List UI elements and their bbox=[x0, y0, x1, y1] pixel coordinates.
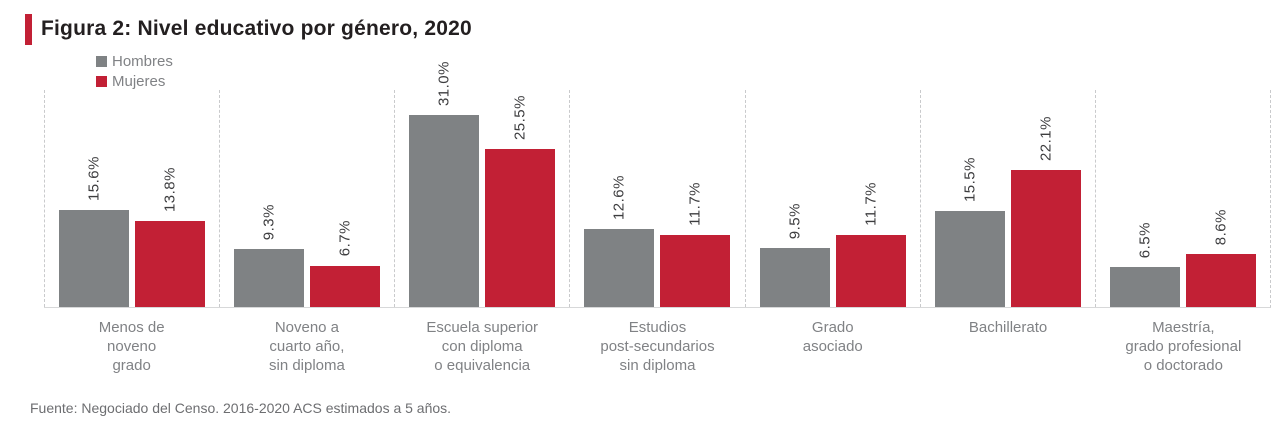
category-label: Grado asociado bbox=[802, 319, 863, 355]
bar-mujeres: 22.1% bbox=[1010, 116, 1081, 307]
bar-value-label: 12.6% bbox=[610, 174, 628, 220]
bar-group: 31.0% 25.5% bbox=[394, 61, 569, 307]
plot-area: 15.6% 13.8% 9.3% 6.7% 31.0% 25.5% 12.6% 11.7% 9.… bbox=[44, 61, 1271, 308]
bar-value-label: 6.5% bbox=[1136, 221, 1154, 258]
legend-swatch-hombres bbox=[96, 56, 107, 67]
bar-hombres: 15.6% bbox=[59, 156, 130, 307]
category-label: Menos de noveno grado bbox=[98, 319, 165, 374]
bar-group: 15.5% 22.1% bbox=[919, 90, 1095, 307]
bar-mujeres: 11.7% bbox=[660, 182, 731, 307]
bar-value-label: 15.6% bbox=[85, 156, 103, 202]
bar-value-label: 9.5% bbox=[786, 202, 804, 240]
bar-hombres: 15.5% bbox=[934, 157, 1005, 307]
figure-header: Figura 2: Nivel educativo por género, 20… bbox=[25, 14, 472, 45]
category-label: Noveno a cuarto año, sin diploma bbox=[268, 319, 345, 374]
bar-group: 6.5% 8.6% bbox=[1094, 90, 1270, 307]
bar-value-label: 8.6% bbox=[1212, 208, 1230, 245]
figure-title: Figura 2: Nivel educativo por género, 20… bbox=[41, 17, 472, 40]
bar-value-label: 6.7% bbox=[336, 220, 354, 257]
legend-item-hombres: Hombres bbox=[96, 53, 173, 70]
bar-hombres: 9.3% bbox=[234, 204, 305, 307]
bar-value-label: 31.0% bbox=[435, 60, 453, 106]
category-label: Maestría, grado profesional o doctorado bbox=[1125, 319, 1242, 374]
bar-group: 15.6% 13.8% bbox=[44, 90, 219, 307]
bar-hombres: 12.6% bbox=[584, 175, 655, 307]
bar-mujeres: 11.7% bbox=[835, 182, 906, 307]
legend: Hombres Mujeres bbox=[96, 53, 173, 90]
category-axis: Menos de noveno grado Noveno a cuarto año… bbox=[44, 318, 1271, 375]
legend-swatch-mujeres bbox=[96, 76, 107, 87]
source-note: Fuente: Negociado del Censo. 2016-2020 A… bbox=[30, 400, 452, 416]
bar-group: 9.3% 6.7% bbox=[219, 90, 394, 307]
bar-value-label: 13.8% bbox=[161, 167, 179, 213]
category-label: Escuela superior con diploma o equivalen… bbox=[426, 319, 539, 374]
bar-value-label: 15.5% bbox=[961, 156, 979, 202]
bar-hombres: 31.0% bbox=[409, 61, 480, 307]
bar-hombres: 6.5% bbox=[1109, 222, 1180, 307]
bar-mujeres: 13.8% bbox=[135, 167, 206, 307]
bar-value-label: 9.3% bbox=[260, 204, 278, 241]
bar-mujeres: 8.6% bbox=[1185, 209, 1256, 307]
category-label: Bachillerato bbox=[968, 319, 1048, 336]
bar-value-label: 22.1% bbox=[1037, 115, 1055, 161]
bar-value-label: 11.7% bbox=[862, 181, 880, 226]
legend-item-mujeres: Mujeres bbox=[96, 73, 173, 90]
bar-value-label: 11.7% bbox=[686, 181, 704, 226]
bar-value-label: 25.5% bbox=[511, 94, 529, 140]
bar-chart: 15.6% 13.8% 9.3% 6.7% 31.0% 25.5% 12.6% 11.7% 9.… bbox=[44, 61, 1271, 375]
bar-mujeres: 25.5% bbox=[485, 95, 556, 307]
bar-group: 12.6% 11.7% bbox=[569, 90, 744, 307]
legend-label: Hombres bbox=[112, 53, 173, 70]
bar-hombres: 9.5% bbox=[759, 203, 830, 307]
legend-label: Mujeres bbox=[112, 73, 166, 90]
bar-mujeres: 6.7% bbox=[310, 220, 381, 307]
title-accent-bar bbox=[25, 14, 32, 45]
category-label: Estudios post-secundarios sin diploma bbox=[600, 319, 715, 374]
bar-group: 9.5% 11.7% bbox=[744, 90, 920, 307]
